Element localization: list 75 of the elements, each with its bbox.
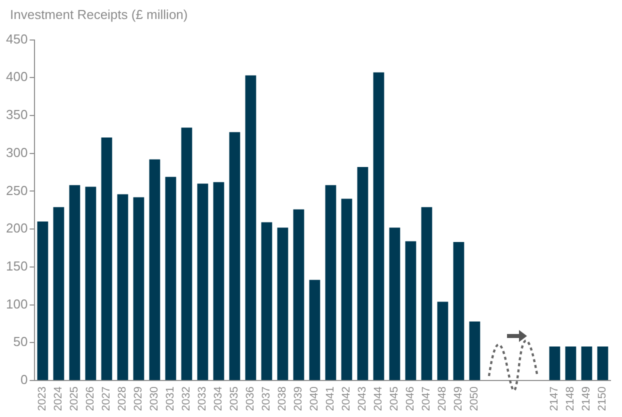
bar — [181, 128, 192, 380]
x-tick-label: 2028 — [116, 386, 129, 412]
x-tick-label: 2047 — [420, 386, 433, 412]
x-tick-label: 2032 — [180, 386, 193, 412]
x-tick-label: 2045 — [388, 386, 401, 412]
x-tick-label: 2150 — [596, 386, 609, 412]
bar — [165, 176, 176, 380]
bar — [469, 321, 480, 380]
bar — [133, 197, 144, 380]
x-tick-label: 2049 — [452, 386, 465, 412]
bar — [229, 132, 240, 380]
x-tick-label: 2041 — [324, 386, 337, 412]
x-tick-label: 2039 — [292, 386, 305, 412]
bar — [309, 280, 320, 380]
bar — [117, 194, 128, 380]
x-tick-label: 2026 — [84, 386, 97, 412]
y-tick-label: 150 — [6, 258, 28, 274]
x-tick-label: 2038 — [276, 386, 289, 412]
x-tick-label: 2029 — [132, 386, 145, 412]
x-tick-label: 2023 — [36, 386, 49, 412]
x-tick-label: 2050 — [468, 386, 481, 412]
bar — [277, 228, 288, 380]
x-tick-label: 2048 — [436, 386, 449, 412]
x-tick-label: 2031 — [164, 386, 177, 412]
x-tick-label: 2044 — [372, 386, 385, 412]
bar — [581, 346, 592, 380]
x-tick-label: 2034 — [212, 386, 225, 412]
bar — [453, 242, 464, 380]
bar — [437, 302, 448, 380]
x-tick-label: 2042 — [340, 386, 353, 412]
bar — [405, 241, 416, 380]
bar — [549, 346, 560, 380]
x-tick-label: 2040 — [308, 386, 321, 412]
y-tick-label: 200 — [6, 220, 28, 236]
bar — [149, 159, 160, 380]
bar — [245, 75, 256, 380]
bar — [373, 72, 384, 380]
y-tick-label: 100 — [6, 296, 28, 312]
chart-title: Investment Receipts (£ million) — [10, 7, 188, 22]
y-tick-label: 400 — [6, 69, 28, 84]
y-tick-label: 50 — [13, 334, 28, 350]
x-tick-label: 2035 — [228, 386, 241, 412]
y-tick-label: 350 — [6, 107, 28, 122]
bar — [341, 198, 352, 380]
x-tick-label: 2024 — [52, 386, 65, 412]
x-tick-label: 2149 — [580, 386, 593, 412]
bar — [293, 209, 304, 380]
y-tick-label: 250 — [6, 182, 28, 198]
bar — [261, 222, 272, 380]
bar — [565, 346, 576, 380]
bar — [357, 167, 368, 380]
bar — [421, 207, 432, 380]
x-tick-label: 2033 — [196, 386, 209, 412]
x-tick-label: 2148 — [564, 386, 577, 412]
x-tick-label: 2027 — [100, 386, 113, 412]
bar — [213, 182, 224, 380]
bar — [101, 137, 112, 380]
y-tick-label: 300 — [6, 144, 28, 160]
bar — [85, 186, 96, 380]
y-tick-label: 450 — [6, 31, 28, 46]
bar — [325, 185, 336, 380]
x-tick-label: 2030 — [148, 386, 161, 412]
x-tick-label: 2037 — [260, 386, 273, 412]
x-tick-label: 2147 — [548, 386, 561, 412]
bar — [37, 222, 48, 380]
bar — [53, 207, 64, 380]
y-tick-label: 0 — [20, 372, 28, 388]
bar — [197, 184, 208, 380]
x-tick-label: 2043 — [356, 386, 369, 412]
x-tick-label: 2025 — [68, 386, 81, 412]
bar — [389, 228, 400, 380]
bar — [69, 185, 80, 380]
bar — [597, 346, 608, 380]
x-tick-label: 2046 — [404, 386, 417, 412]
x-tick-label: 2036 — [244, 386, 257, 412]
